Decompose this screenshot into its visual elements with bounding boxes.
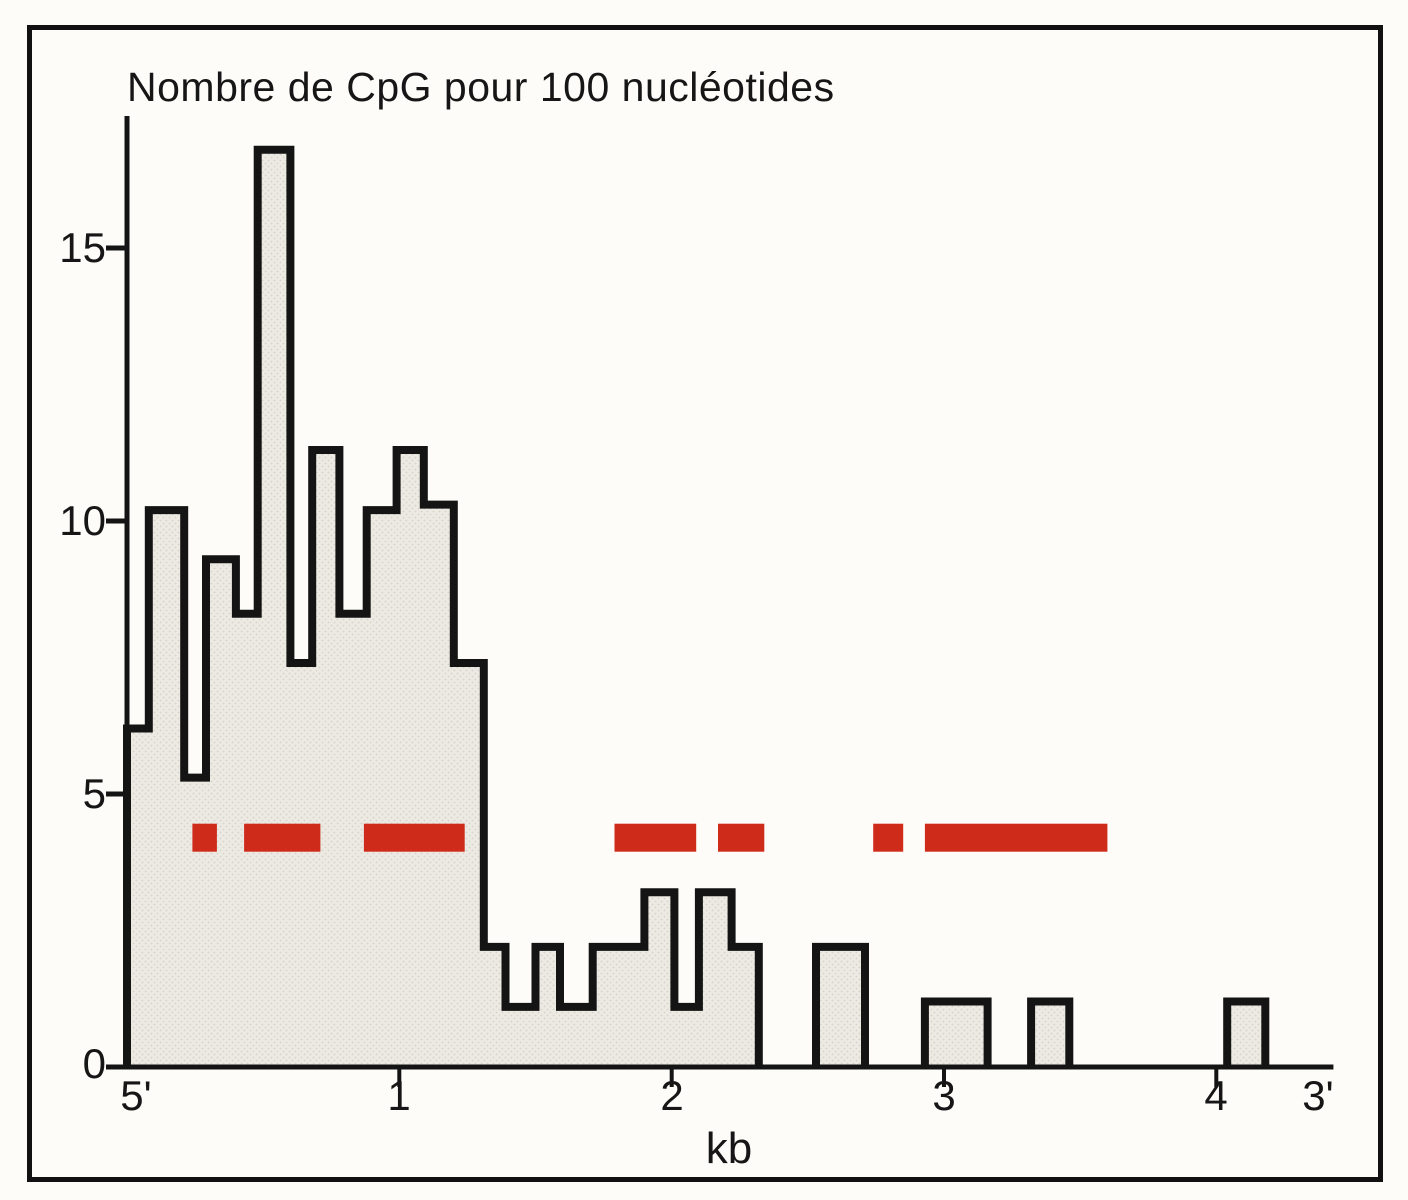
histogram-island-2 (812, 942, 869, 1067)
red-segment-3 (363, 823, 465, 852)
x-axis-tick-label-4: 4 (1204, 1072, 1228, 1119)
red-segment-1 (192, 823, 217, 852)
figure-frame (27, 25, 1383, 1182)
red-segment-7 (924, 823, 1108, 852)
x-axis-start-label: 5' (120, 1072, 152, 1119)
red-segment-5 (718, 823, 765, 852)
y-axis-tick-label-15: 15 (59, 224, 106, 271)
x-axis-tick-label-3: 3 (932, 1072, 956, 1119)
histogram-island-1 (123, 145, 763, 1067)
red-segment-2 (244, 823, 321, 852)
histogram-island-3 (920, 997, 992, 1067)
y-axis-tick-label-0: 0 (82, 1040, 106, 1087)
chart-title: Nombre de CpG pour 100 nucléotides (127, 64, 835, 110)
x-axis-unit-label: kb (705, 1124, 753, 1173)
red-segment-4 (614, 823, 697, 852)
histogram-island-5 (1223, 997, 1270, 1067)
y-axis-tick-label-10: 10 (59, 497, 106, 544)
red-segment-6 (873, 823, 904, 852)
y-axis-tick-label-5: 5 (82, 770, 106, 817)
histogram-island-4 (1027, 997, 1074, 1067)
x-axis-tick-label-2: 2 (660, 1072, 684, 1119)
x-axis-tick-label-1: 1 (387, 1072, 411, 1119)
x-axis-end-label: 3' (1302, 1072, 1334, 1119)
